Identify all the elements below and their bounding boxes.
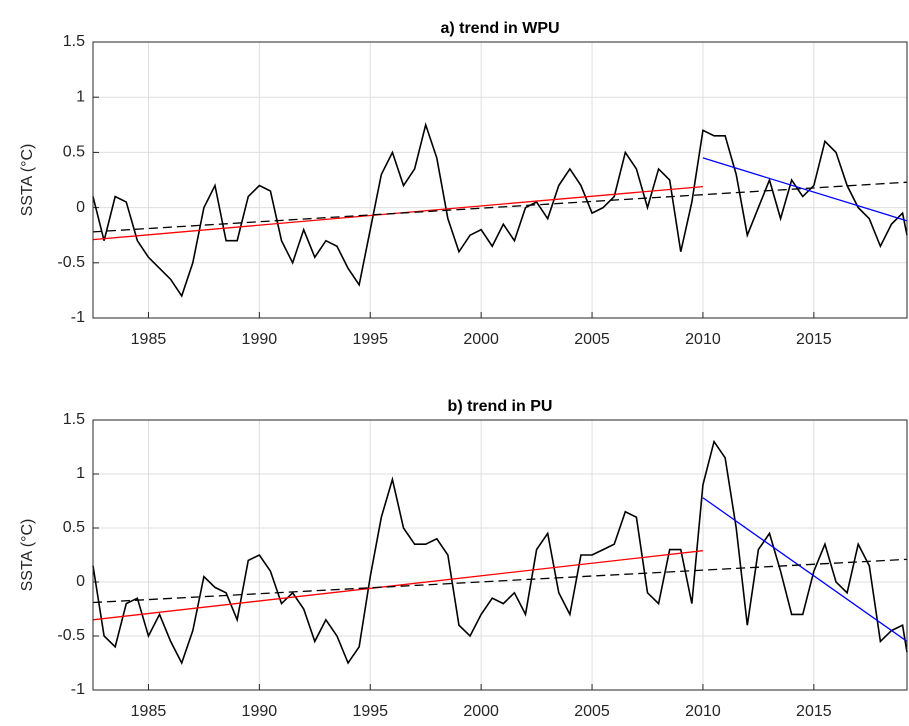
data-line bbox=[702, 157, 908, 222]
data-line bbox=[702, 497, 908, 642]
y-tick-label: 0.5 bbox=[63, 144, 85, 161]
y-tick-label: 0 bbox=[76, 199, 85, 216]
y-axis-label: SSTA (°C) bbox=[19, 519, 36, 592]
x-tick-label: 1985 bbox=[131, 703, 167, 720]
x-tick-label: 1990 bbox=[242, 331, 278, 348]
panel-title: a) trend in WPU bbox=[440, 20, 559, 37]
x-tick-label: 2015 bbox=[796, 331, 832, 348]
x-tick-label: 1990 bbox=[242, 703, 278, 720]
x-tick-label: 2015 bbox=[796, 703, 832, 720]
x-tick-label: 2005 bbox=[574, 703, 610, 720]
x-tick-label: 2005 bbox=[574, 331, 610, 348]
x-tick-label: 2000 bbox=[463, 331, 499, 348]
x-tick-label: 1985 bbox=[131, 331, 167, 348]
y-tick-label: 1.5 bbox=[63, 33, 85, 50]
y-tick-label: 0.5 bbox=[63, 519, 85, 536]
y-tick-label: 1.5 bbox=[63, 411, 85, 428]
y-tick-label: -1 bbox=[71, 681, 85, 698]
axes-box bbox=[92, 41, 908, 319]
x-tick-label: 2010 bbox=[685, 331, 721, 348]
x-tick-label: 1995 bbox=[352, 703, 388, 720]
y-tick-label: -0.5 bbox=[57, 254, 85, 271]
data-line bbox=[92, 185, 704, 241]
y-tick-label: 0 bbox=[76, 573, 85, 590]
trend-line bbox=[92, 181, 908, 233]
data-line bbox=[92, 121, 908, 298]
x-tick-label: 1995 bbox=[352, 331, 388, 348]
y-tick-label: -0.5 bbox=[57, 627, 85, 644]
x-tick-label: 2000 bbox=[463, 703, 499, 720]
y-tick-label: 1 bbox=[76, 88, 85, 105]
data-line bbox=[92, 550, 704, 621]
y-tick-label: -1 bbox=[71, 309, 85, 326]
y-axis-label: SSTA (°C) bbox=[19, 144, 36, 217]
y-tick-label: 1 bbox=[76, 465, 85, 482]
axes-box bbox=[92, 419, 908, 691]
data-line bbox=[92, 439, 908, 666]
panel-title: b) trend in PU bbox=[448, 398, 553, 415]
x-tick-label: 2010 bbox=[685, 703, 721, 720]
trend-line bbox=[92, 558, 908, 604]
